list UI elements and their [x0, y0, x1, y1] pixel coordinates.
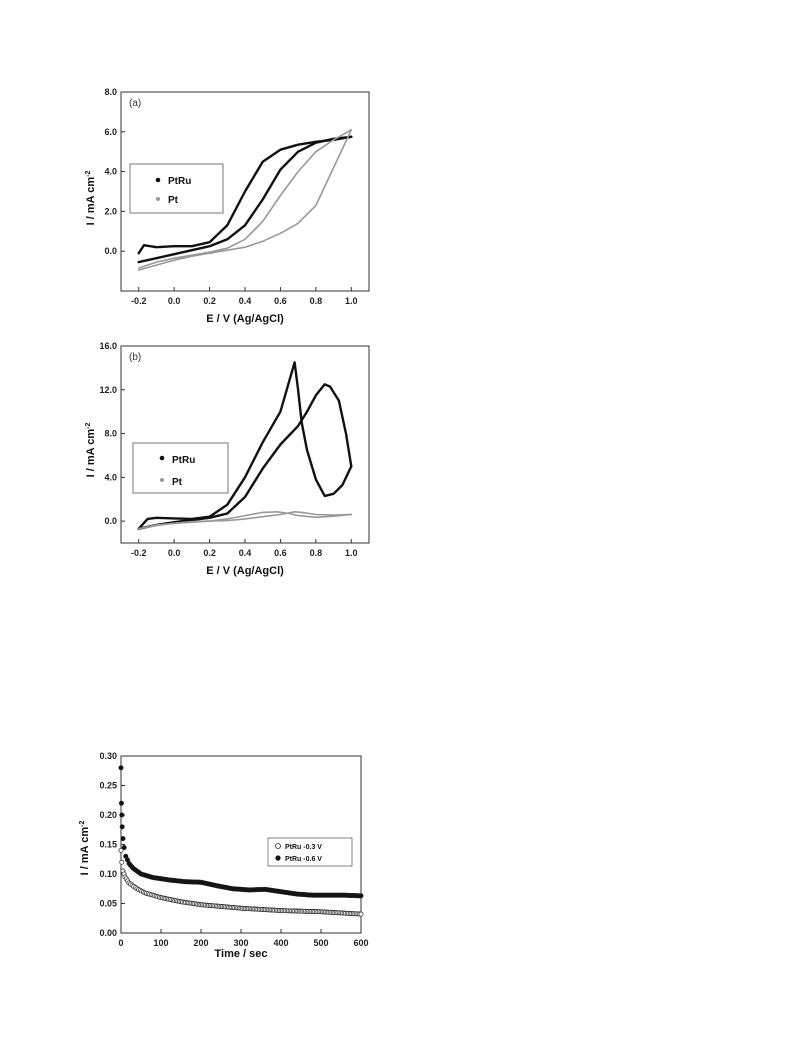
series-pt-backward-scan: [137, 129, 353, 269]
data-point-ptru-06v: [120, 836, 126, 842]
legend-marker-pt: [160, 478, 164, 482]
legend: PtRu Pt: [132, 442, 229, 494]
y-tick-label: 0.0: [104, 246, 117, 256]
y-axis-label-text: I / mA cm: [85, 177, 97, 226]
legend-label-pt: Pt: [168, 195, 179, 206]
cv-chart-a: (a) -0.2 0.0 0.2 0.4 0.6 0.8 1.0 0.0 2.0 4.0 6.0 8…: [85, 87, 370, 325]
series-layer: [137, 361, 353, 530]
data-point-ptru-03v: [118, 847, 124, 853]
legend-box: [129, 163, 224, 214]
series-pt-backward-scan: [137, 511, 353, 530]
data-point-ptru-06v: [121, 845, 127, 851]
x-tick-label: 200: [193, 938, 208, 948]
legend-label-ptru: PtRu: [168, 176, 191, 187]
x-tick-label: 500: [313, 938, 328, 948]
legend-box: [132, 442, 229, 494]
x-tick-label: 100: [153, 938, 168, 948]
y-tick-label: 8.0: [104, 87, 117, 97]
ca-chart: 0 100 200 300 400 500 600 0.00 0.05 0.10 0.15 0.20…: [79, 751, 369, 960]
legend-marker-open: [275, 843, 281, 849]
data-point-ptru-06v: [118, 800, 124, 806]
legend-label-06v: PtRu -0.6 V: [285, 856, 322, 863]
data-point-ptru-06v: [118, 765, 124, 771]
series-ptru-forward-scan: [137, 361, 353, 530]
y-tick-label: 0.00: [99, 928, 117, 938]
data-point-ptru-03v: [119, 859, 125, 865]
x-tick-label: -0.2: [131, 296, 147, 306]
x-tick-label: 0.4: [239, 296, 252, 306]
y-axis-label-sup: -2: [85, 423, 92, 429]
x-tick-label: 600: [353, 938, 368, 948]
y-tick-label: 16.0: [99, 341, 117, 351]
series-layer: [137, 129, 353, 271]
legend-label-ptru: PtRu: [172, 455, 195, 466]
y-tick-label: 12.0: [99, 385, 117, 395]
legend: PtRu -0.3 V PtRu -0.6 V: [267, 837, 353, 867]
y-tick-label: 0.0: [104, 516, 117, 526]
x-axis-label: Time / sec: [215, 948, 268, 960]
x-axis: -0.2 0.0 0.2 0.4 0.6 0.8 1.0: [131, 287, 358, 306]
x-axis-label: E / V (Ag/AgCl): [206, 313, 284, 325]
series-pt-forward-scan: [137, 129, 353, 271]
y-axis-label-sup: -2: [79, 821, 86, 827]
cv-chart-b: (b) -0.2 0.0 0.2 0.4 0.6 0.8 1.0 0.0 4.0 8.0 12.0…: [85, 341, 370, 577]
y-axis-label-text: I / mA cm: [85, 429, 97, 478]
x-tick-label: 0.6: [274, 296, 287, 306]
y-tick-label: 0.10: [99, 869, 117, 879]
x-tick-label: 0.2: [203, 548, 216, 558]
x-tick-label: 0.0: [168, 296, 181, 306]
y-tick-label: 0.15: [99, 840, 117, 850]
y-tick-label: 2.0: [104, 206, 117, 216]
data-point-ptru-06v: [119, 812, 125, 818]
x-tick-label: 0.6: [274, 548, 287, 558]
legend-label-pt: Pt: [172, 477, 183, 488]
x-tick-label: 0.4: [239, 548, 252, 558]
y-axis: 0.0 2.0 4.0 6.0 8.0: [104, 87, 125, 256]
data-point-ptru-03v: [358, 911, 364, 917]
y-axis-label: I / mA cm-2: [85, 171, 97, 226]
x-tick-label: -0.2: [131, 548, 147, 558]
legend-marker-pt: [156, 197, 160, 201]
series-ptru-backward-scan: [137, 383, 353, 530]
x-tick-label: 400: [273, 938, 288, 948]
y-axis-label: I / mA cm-2: [79, 821, 91, 876]
x-tick-label: 0: [118, 938, 123, 948]
legend-marker-filled: [275, 855, 281, 861]
y-tick-label: 0.25: [99, 781, 117, 791]
y-axis-label-text: I / mA cm: [79, 827, 91, 876]
x-tick-label: 0.8: [310, 296, 323, 306]
x-axis: 0 100 200 300 400 500 600: [118, 929, 369, 948]
panel-label: (b): [129, 352, 141, 363]
y-tick-label: 0.20: [99, 810, 117, 820]
y-tick-label: 4.0: [104, 472, 117, 482]
x-axis: -0.2 0.0 0.2 0.4 0.6 0.8 1.0: [131, 539, 358, 558]
y-tick-label: 8.0: [104, 429, 117, 439]
x-tick-label: 0.2: [203, 296, 216, 306]
x-tick-label: 1.0: [345, 296, 358, 306]
x-axis-label: E / V (Ag/AgCl): [206, 565, 284, 577]
x-tick-label: 0.8: [310, 548, 323, 558]
x-tick-label: 300: [233, 938, 248, 948]
y-axis: 0.0 4.0 8.0 12.0 16.0: [99, 341, 125, 526]
x-tick-label: 1.0: [345, 548, 358, 558]
y-tick-label: 0.30: [99, 751, 117, 761]
y-axis-label: I / mA cm-2: [85, 423, 97, 478]
legend-label-03v: PtRu -0.3 V: [285, 844, 322, 851]
data-point-ptru-06v: [358, 893, 364, 899]
x-tick-label: 0.0: [168, 548, 181, 558]
y-tick-label: 6.0: [104, 127, 117, 137]
legend: PtRu Pt: [129, 163, 224, 214]
legend-marker-ptru: [155, 177, 161, 183]
legend-box: [267, 837, 353, 867]
data-point-ptru-06v: [119, 824, 125, 830]
y-axis-label-sup: -2: [85, 171, 92, 177]
series-ptru-backward-scan: [137, 135, 353, 255]
panel-label: (a): [129, 98, 141, 109]
y-tick-label: 4.0: [104, 167, 117, 177]
y-tick-label: 0.05: [99, 899, 117, 909]
legend-marker-ptru: [159, 455, 165, 461]
series-layer: [118, 765, 364, 917]
